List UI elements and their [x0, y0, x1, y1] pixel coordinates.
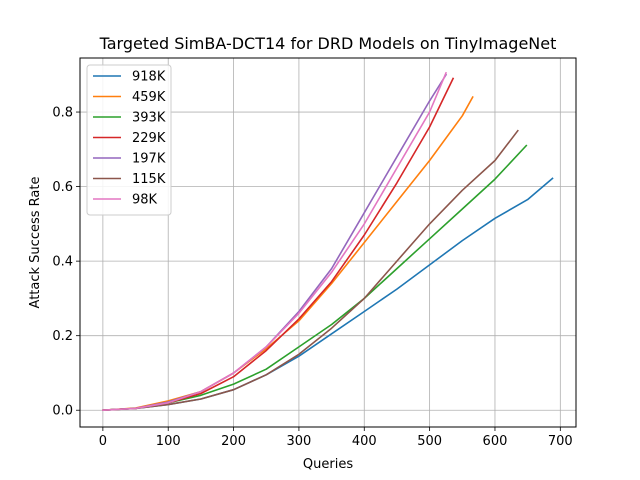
series-layer — [102, 71, 554, 412]
chart-title: Targeted SimBA-DCT14 for DRD Models on T… — [99, 34, 557, 53]
legend-label: 393K — [132, 111, 166, 126]
legend-label: 197K — [132, 152, 166, 167]
y-tick-label: 0.8 — [52, 106, 73, 121]
y-tick-label: 0.2 — [52, 329, 73, 344]
series-line-115k — [102, 129, 519, 412]
plot-frame — [79, 57, 577, 428]
legend-label: 98K — [132, 193, 158, 208]
legend-label: 459K — [132, 90, 166, 105]
x-tick-label: 500 — [417, 434, 442, 449]
series-line-459k — [102, 96, 474, 412]
x-tick-label: 200 — [221, 434, 246, 449]
legend-label: 918K — [132, 70, 166, 85]
x-tick-label: 700 — [548, 434, 573, 449]
legend-label: 229K — [132, 131, 166, 146]
legend-box — [86, 64, 172, 216]
x-tick-label: 400 — [352, 434, 377, 449]
x-tick-label: 600 — [483, 434, 508, 449]
y-tick-label: 0.6 — [52, 180, 73, 195]
series-line-98k — [102, 71, 448, 412]
legend: 918K 459K 393K 229K 197K 115K 98K — [86, 64, 172, 216]
x-tick-label: 100 — [156, 434, 181, 449]
x-tick-label: 0 — [99, 434, 107, 449]
x-axis-label: Queries — [303, 457, 353, 472]
y-axis-label: Attack Success Rate — [28, 177, 43, 309]
legend-label: 115K — [132, 172, 166, 187]
y-tick-label: 0.0 — [52, 404, 73, 419]
axis-ticks: 0 100 200 300 400 500 600 700 0.0 0.2 0.4 0.6 0.8 — [52, 106, 572, 449]
y-tick-label: 0.4 — [52, 255, 73, 270]
x-tick-label: 300 — [287, 434, 312, 449]
